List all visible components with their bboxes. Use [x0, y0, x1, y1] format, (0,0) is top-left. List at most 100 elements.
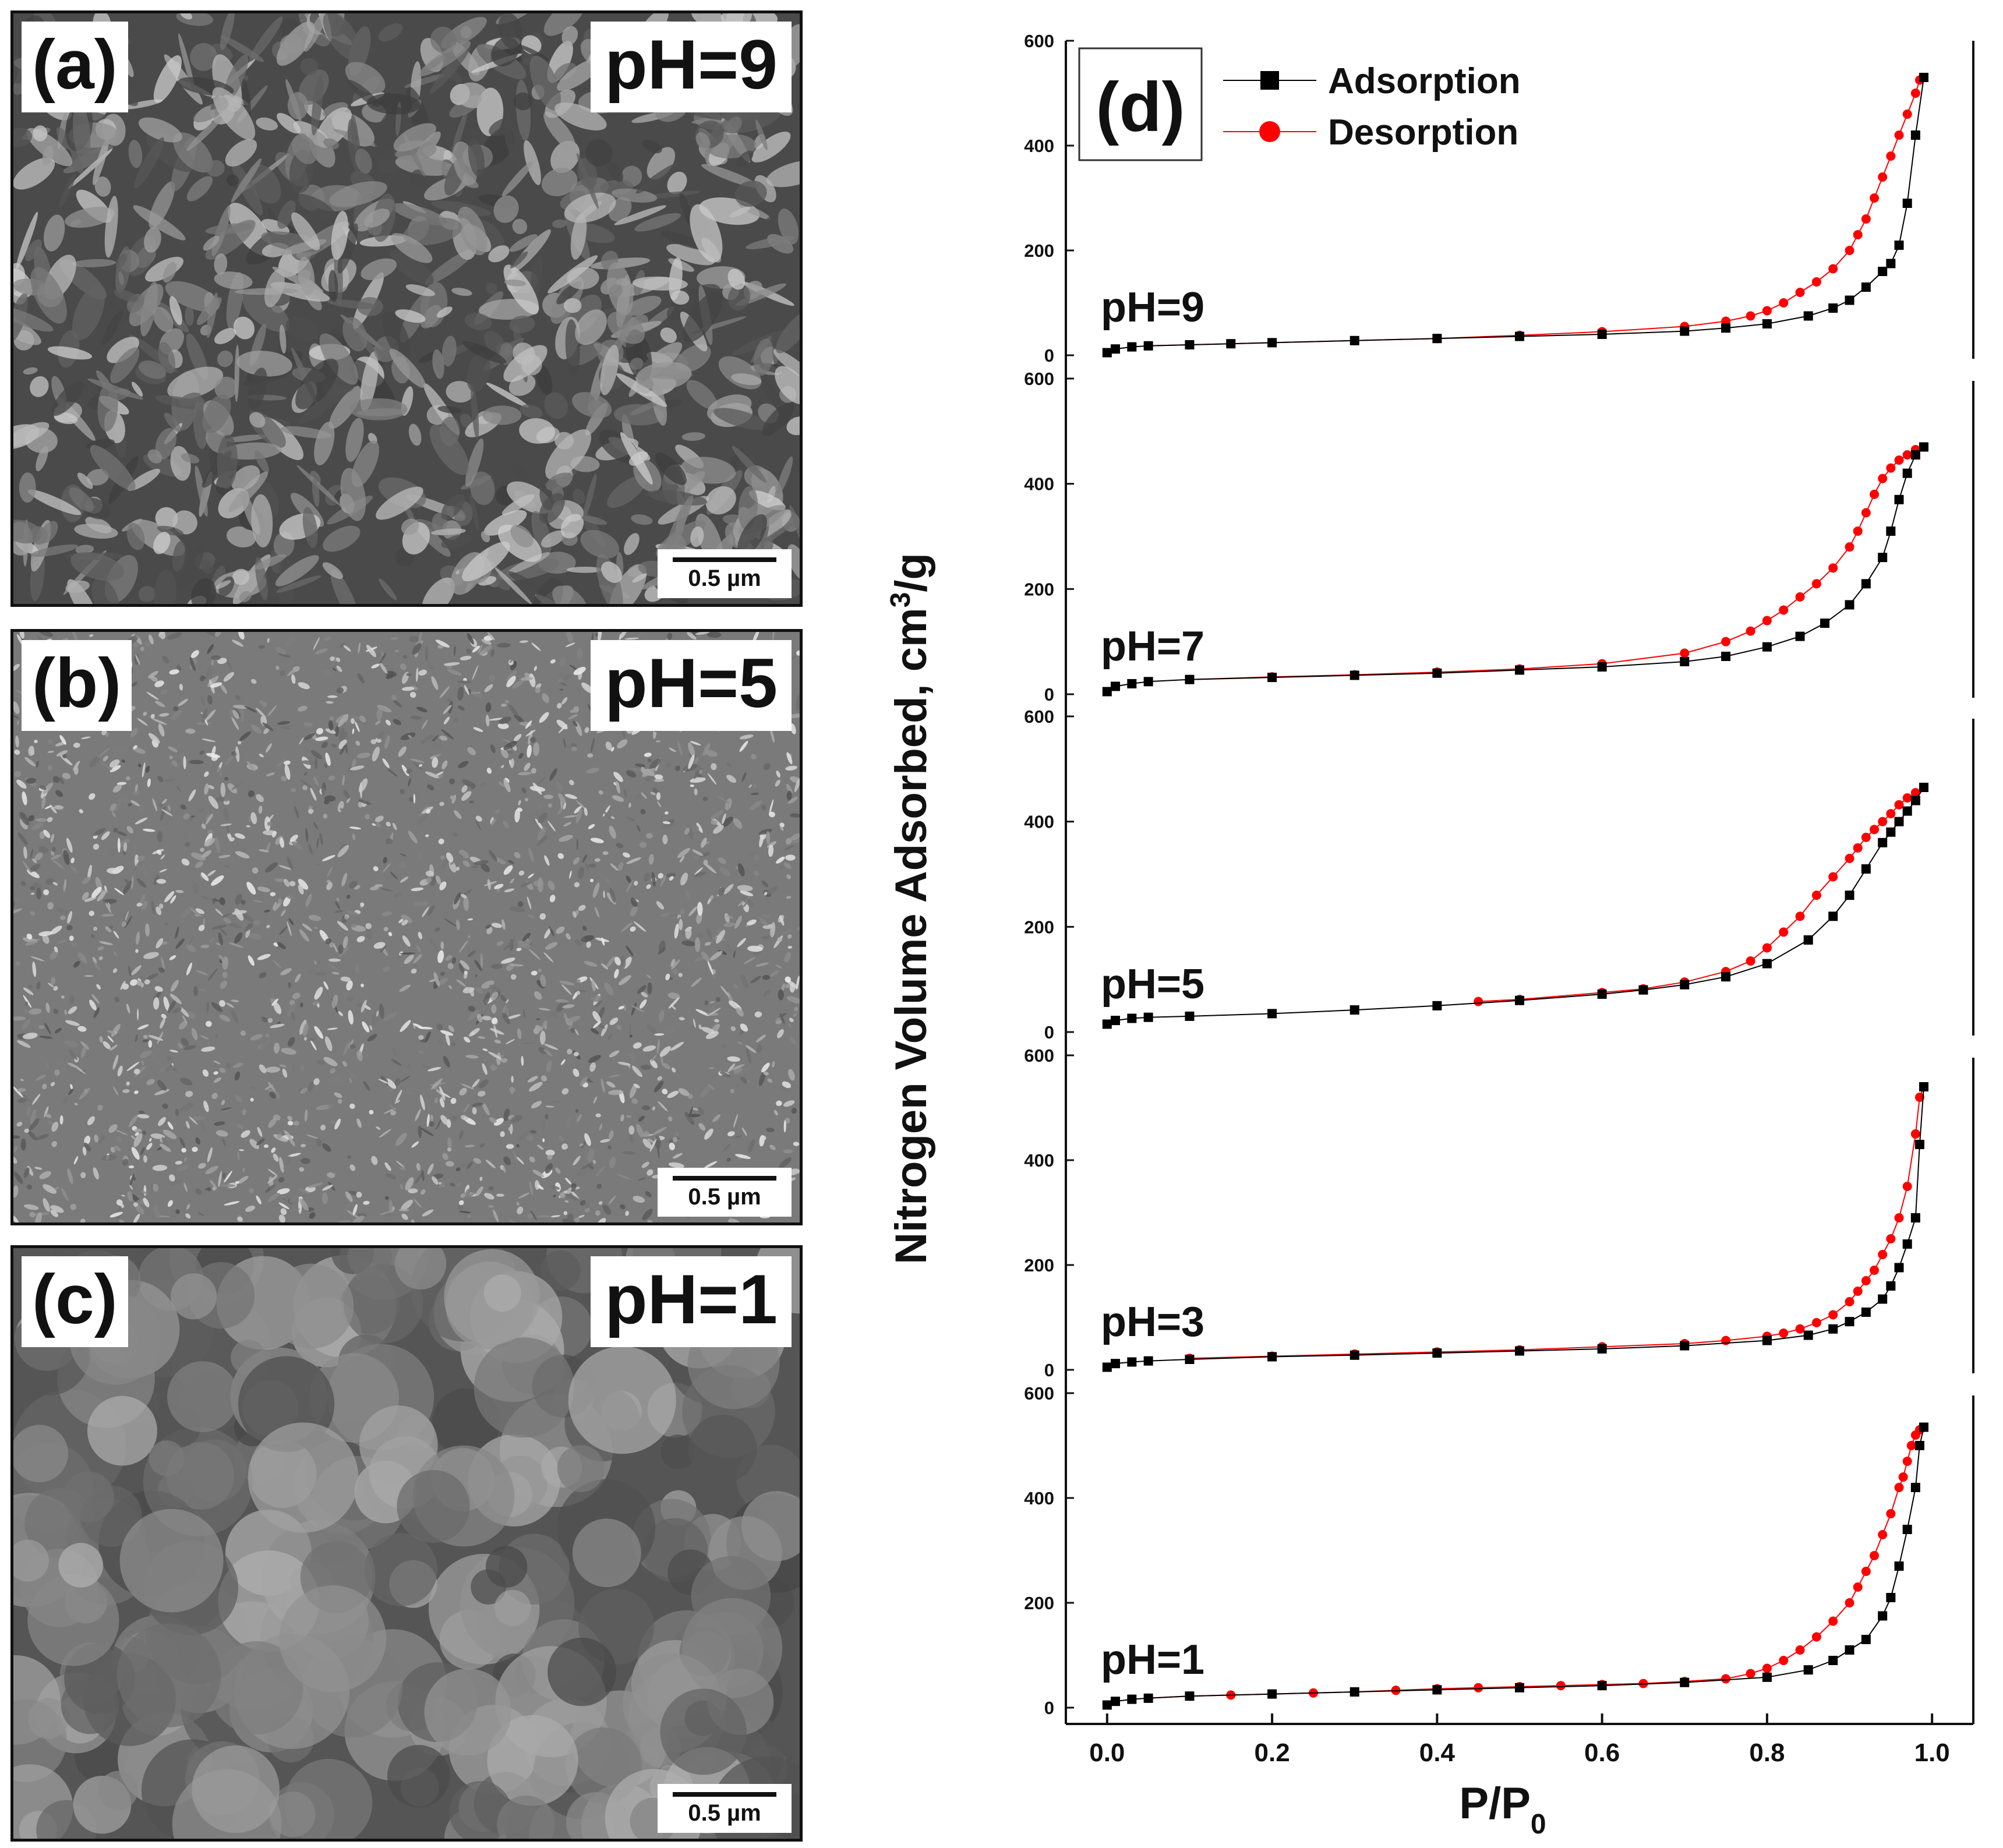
sem-texture-grain [667, 1090, 679, 1098]
sem-texture-grain [606, 956, 616, 968]
sem-texture-grain [279, 926, 288, 935]
sem-texture-grain [348, 901, 361, 907]
sem-texture-grain [762, 975, 771, 980]
adsorption-point [1894, 1561, 1904, 1571]
sem-texture-grain [581, 937, 585, 942]
sem-texture-grain [503, 1108, 510, 1122]
sem-texture-grain [229, 708, 234, 719]
sem-texture-grain [30, 886, 36, 891]
sem-texture-grain [277, 1188, 290, 1195]
sem-texture-grain [504, 279, 527, 287]
sem-texture-grain [246, 825, 251, 828]
desorption-point [1779, 1328, 1789, 1338]
sem-texture-grain [33, 882, 43, 889]
desorption-point [1779, 298, 1789, 308]
sem-texture-grain [223, 672, 234, 682]
sem-texture-grain [545, 1105, 554, 1108]
sem-texture-grain [531, 642, 541, 651]
sem-texture-grain [255, 450, 269, 474]
sem-texture-grain [491, 1004, 497, 1014]
sem-texture-grain [28, 745, 34, 756]
sem-texture-grain [214, 632, 221, 637]
sem-texture-grain [559, 688, 564, 691]
sem-texture-grain [472, 1079, 480, 1088]
sem-texture-grain [426, 671, 432, 676]
sem-texture-grain [400, 789, 405, 794]
sem-texture-grain [331, 994, 338, 1008]
sem-texture-grain [633, 1083, 640, 1089]
sem-texture-grain [440, 1115, 448, 1125]
sem-texture-grain [758, 1071, 766, 1086]
sem-texture-grain [316, 727, 323, 735]
sem-texture-grain [360, 351, 379, 412]
sem-texture-grain [561, 1088, 569, 1095]
sem-texture-grain [490, 1065, 497, 1071]
desorption-point [1556, 1681, 1566, 1691]
sem-texture-grain [761, 881, 769, 888]
sem-texture-grain [268, 1118, 277, 1128]
desorption-line [1148, 1426, 1924, 1699]
sem-texture-grain [302, 923, 313, 931]
sem-texture-grain [471, 1031, 475, 1036]
sem-texture-grain [741, 772, 747, 782]
sem-texture-grain [220, 824, 232, 826]
sem-texture-grain [192, 1147, 198, 1152]
sem-texture-grain [483, 825, 487, 830]
sem-texture-grain [503, 345, 547, 382]
sem-texture-grain [446, 381, 474, 403]
sem-texture-grain [580, 1076, 588, 1086]
sem-texture-grain [189, 1116, 206, 1121]
sem-texture-grain [29, 1212, 36, 1218]
sem-texture-grain [606, 262, 634, 316]
sem-texture-grain [401, 518, 419, 535]
sem-texture-grain [258, 645, 265, 649]
sem-texture-grain [557, 702, 562, 709]
y-tick-label: 200 [1024, 1593, 1054, 1613]
sem-texture-grain [571, 746, 577, 752]
sem-texture-grain [280, 1208, 287, 1215]
sem-texture-grain [506, 670, 517, 681]
sem-texture-grain [20, 881, 26, 886]
sem-texture-grain [160, 1143, 171, 1152]
sem-texture-grain [596, 1165, 605, 1176]
sem-texture-grain [577, 158, 598, 189]
sem-texture-grain [514, 734, 522, 741]
sem-texture-grain [249, 16, 283, 62]
sem-texture-grain [247, 368, 267, 410]
adsorption-point [1515, 665, 1524, 675]
sem-texture-grain [408, 871, 412, 877]
sem-texture-grain [629, 1034, 633, 1038]
sem-texture-grain [323, 669, 331, 676]
sem-texture-grain [119, 1508, 224, 1613]
sem-texture-grain [788, 713, 800, 719]
adsorption-point [1894, 817, 1904, 826]
sem-texture-grain [598, 790, 603, 795]
sem-texture-grain [192, 882, 199, 895]
sem-texture-grain [215, 1034, 218, 1039]
sem-texture-grain [23, 367, 38, 375]
sem-texture-grain [570, 1188, 576, 1192]
y-tick-label: 0 [1044, 1022, 1054, 1043]
sem-texture-grain [58, 1543, 104, 1588]
sem-texture-grain [409, 635, 419, 642]
sem-texture-grain [530, 737, 536, 743]
sem-texture-grain [636, 362, 692, 390]
adsorption-point [1878, 1294, 1888, 1304]
sem-texture-grain [299, 1002, 303, 1008]
sem-texture-grain [609, 825, 616, 839]
sem-texture-grain [277, 898, 282, 904]
sem-texture-grain [339, 731, 348, 741]
sem-texture-grain [623, 852, 630, 858]
sem-texture-grain [397, 1469, 470, 1543]
sem-texture-grain [275, 665, 280, 670]
sem-texture-grain [257, 953, 271, 960]
sem-texture-grain [356, 752, 371, 758]
sem-texture-grain [517, 940, 530, 949]
sem-texture-grain [302, 760, 315, 765]
sem-texture-grain [117, 838, 121, 853]
sem-texture-grain [351, 923, 357, 928]
sem-texture-grain [24, 757, 36, 767]
sem-texture-grain [704, 863, 717, 874]
sem-texture-grain [311, 75, 324, 136]
sem-texture-grain [584, 1133, 591, 1146]
